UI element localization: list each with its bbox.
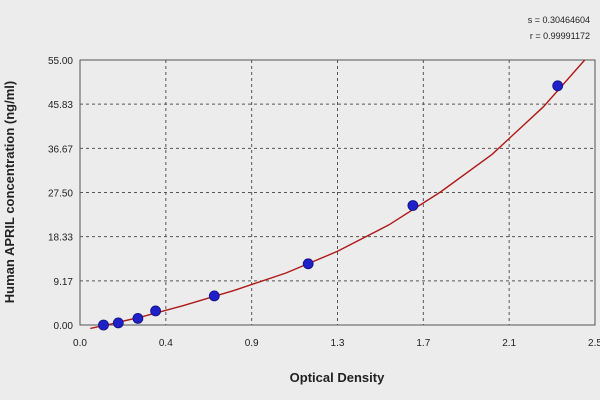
y-tick-label: 18.33: [48, 233, 73, 244]
data-point: [98, 319, 109, 331]
y-tick-label: 9.17: [54, 277, 74, 288]
x-tick-label: 0.9: [245, 338, 259, 349]
y-tick-label: 36.67: [48, 144, 73, 155]
data-point: [407, 200, 419, 211]
x-tick-label: 1.3: [331, 338, 345, 349]
data-points-layer: [98, 80, 564, 331]
data-point: [132, 312, 144, 324]
y-tick-label: 45.83: [48, 100, 73, 111]
data-point: [150, 305, 162, 317]
grid-lines: [80, 60, 595, 325]
stat-r-label: r = 0.99991172: [530, 31, 590, 41]
y-tick-label: 55.00: [48, 56, 73, 67]
x-tick-label: 0.4: [159, 338, 173, 349]
data-point: [112, 317, 124, 329]
x-tick-label: 2.5: [588, 338, 600, 349]
y-axis-title: Human APRIL concentration (ng/ml): [2, 81, 17, 303]
y-axis-ticks: 0.00 9.17 18.33 27.50 36.67 45.83 55.00: [48, 56, 73, 332]
data-point: [208, 290, 220, 302]
y-tick-label: 0.00: [54, 321, 74, 332]
x-axis-title: Optical Density: [290, 370, 385, 385]
data-point: [302, 258, 314, 270]
y-tick-label: 27.50: [48, 189, 73, 200]
stat-s-label: s = 0.30464604: [528, 15, 590, 25]
x-tick-label: 1.7: [416, 338, 430, 349]
data-point: [552, 80, 564, 92]
x-axis-ticks: 0.0 0.4 0.9 1.3 1.7 2.1 2.5: [73, 338, 600, 349]
x-tick-label: 2.1: [502, 338, 516, 349]
x-tick-label: 0.0: [73, 338, 87, 349]
